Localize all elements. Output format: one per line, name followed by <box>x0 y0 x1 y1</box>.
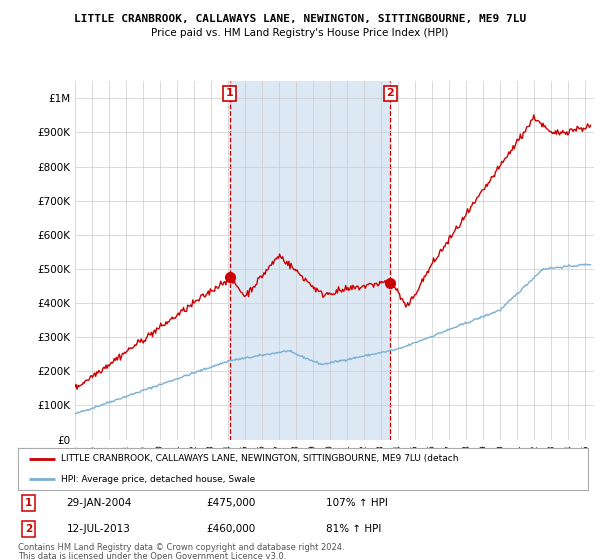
Text: 2: 2 <box>386 88 394 99</box>
Text: 12-JUL-2013: 12-JUL-2013 <box>67 524 130 534</box>
Text: 1: 1 <box>226 88 233 99</box>
Text: 1: 1 <box>25 498 32 508</box>
Text: 2: 2 <box>25 524 32 534</box>
Text: LITTLE CRANBROOK, CALLAWAYS LANE, NEWINGTON, SITTINGBOURNE, ME9 7LU: LITTLE CRANBROOK, CALLAWAYS LANE, NEWING… <box>74 14 526 24</box>
Bar <box>230 81 391 440</box>
Text: 107% ↑ HPI: 107% ↑ HPI <box>326 498 388 508</box>
Text: Contains HM Land Registry data © Crown copyright and database right 2024.: Contains HM Land Registry data © Crown c… <box>18 543 344 552</box>
Text: HPI: Average price, detached house, Swale: HPI: Average price, detached house, Swal… <box>61 474 255 484</box>
Text: This data is licensed under the Open Government Licence v3.0.: This data is licensed under the Open Gov… <box>18 552 286 560</box>
Text: LITTLE CRANBROOK, CALLAWAYS LANE, NEWINGTON, SITTINGBOURNE, ME9 7LU (detach: LITTLE CRANBROOK, CALLAWAYS LANE, NEWING… <box>61 454 458 464</box>
Text: £460,000: £460,000 <box>206 524 256 534</box>
Text: £475,000: £475,000 <box>206 498 256 508</box>
Text: 81% ↑ HPI: 81% ↑ HPI <box>326 524 381 534</box>
Text: Price paid vs. HM Land Registry's House Price Index (HPI): Price paid vs. HM Land Registry's House … <box>151 28 449 38</box>
Text: 29-JAN-2004: 29-JAN-2004 <box>67 498 132 508</box>
